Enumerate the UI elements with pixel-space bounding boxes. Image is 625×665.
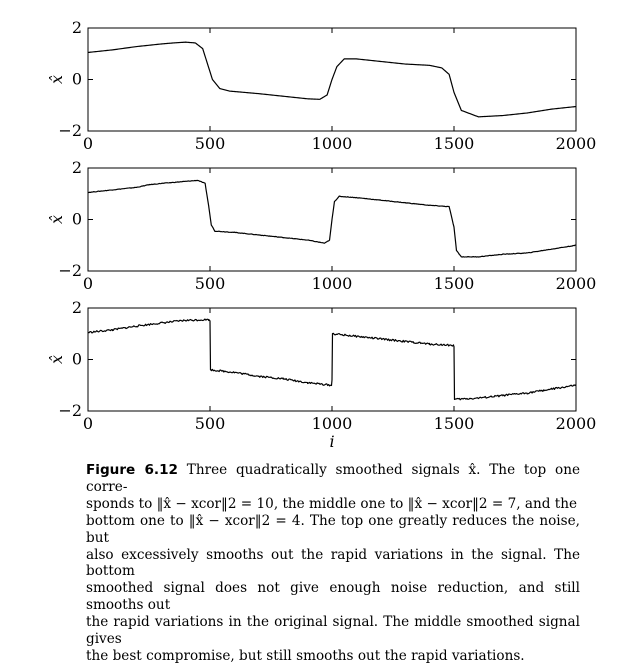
y-tick-label: −2 — [58, 401, 82, 420]
series-line — [87, 179, 577, 258]
caption-text: Three quadratically smoothed signals x̂.… — [86, 462, 580, 495]
caption-line: the rapid variations in the original sig… — [86, 614, 580, 648]
x-tick-label: 500 — [195, 414, 226, 433]
caption-line: sponds to ‖x̂ − xcor‖2 = 10, the middle … — [86, 495, 578, 512]
x-tick-label: 1500 — [434, 134, 475, 153]
x-tick-label: 500 — [195, 134, 226, 153]
y-axis-label: x̂ — [47, 215, 66, 224]
x-tick-label: 1000 — [312, 414, 353, 433]
x-tick-label: 0 — [83, 274, 93, 293]
caption-line: Figure 6.12 Three quadratically smoothed… — [86, 462, 580, 496]
y-tick-label: −2 — [58, 121, 82, 140]
caption-line: smoothed signal does not give enough noi… — [86, 580, 580, 614]
y-tick-label: −2 — [58, 261, 82, 280]
x-tick-label: 1000 — [312, 134, 353, 153]
x-tick-label: 500 — [195, 274, 226, 293]
series-line — [87, 318, 577, 401]
caption-line: the best compromise, but still smooths o… — [86, 647, 525, 664]
series-line — [87, 41, 577, 118]
figure-label: Figure 6.12 — [86, 462, 179, 478]
y-tick-label: 0 — [72, 210, 82, 229]
caption-line: also excessively smooths out the rapid v… — [86, 546, 580, 580]
x-tick-label: 2000 — [556, 134, 597, 153]
x-axis-label: i — [329, 432, 334, 451]
y-tick-label: 0 — [72, 70, 82, 89]
y-tick-label: 2 — [72, 158, 82, 177]
x-tick-label: 1500 — [434, 414, 475, 433]
x-tick-label: 2000 — [556, 274, 597, 293]
y-tick-label: 0 — [72, 350, 82, 369]
x-tick-label: 0 — [83, 134, 93, 153]
y-axis-label: x̂ — [47, 75, 66, 84]
x-tick-label: 1000 — [312, 274, 353, 293]
y-axis-label: x̂ — [47, 355, 66, 364]
figure-caption: Figure 6.12 Three quadratically smoothed… — [86, 462, 580, 665]
x-tick-label: 1500 — [434, 274, 475, 293]
x-tick-label: 0 — [83, 414, 93, 433]
x-tick-label: 2000 — [556, 414, 597, 433]
caption-line: bottom one to ‖x̂ − xcor‖2 = 4. The top … — [86, 512, 580, 546]
y-tick-label: 2 — [72, 298, 82, 317]
y-tick-label: 2 — [72, 18, 82, 37]
